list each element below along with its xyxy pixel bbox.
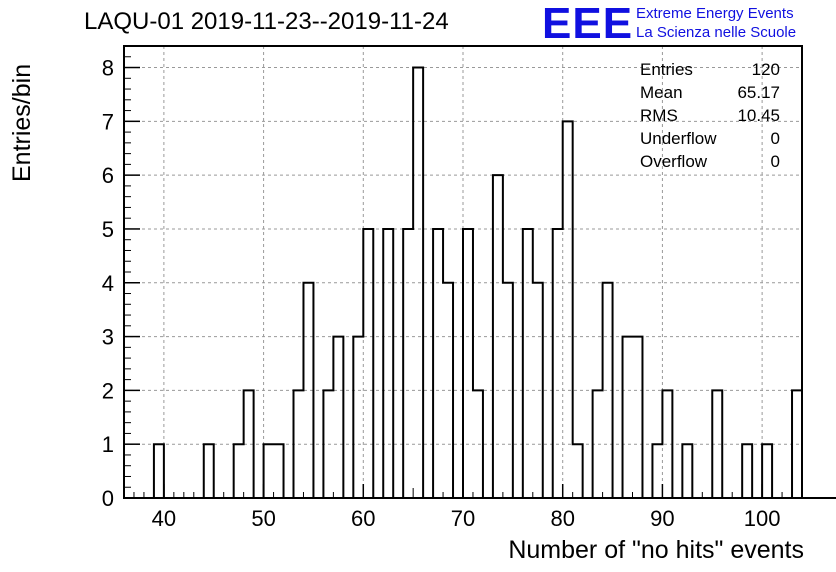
stats-box: Entries 120 Mean 65.17 RMS 10.45 Underfl… bbox=[640, 58, 780, 173]
histogram-bin bbox=[623, 337, 633, 498]
logo-text: Extreme Energy Events La Scienza nelle S… bbox=[636, 4, 796, 42]
histogram-bin bbox=[762, 444, 772, 498]
histogram-bin bbox=[234, 444, 244, 498]
y-tick-label: 8 bbox=[102, 56, 114, 81]
y-tick-label: 6 bbox=[102, 163, 114, 188]
y-tick-label: 7 bbox=[102, 109, 114, 134]
histogram-bin bbox=[274, 444, 284, 498]
histogram-bin bbox=[353, 337, 363, 498]
histogram-bin bbox=[563, 121, 573, 498]
y-axis-label: Entries/bin bbox=[8, 63, 36, 182]
stat-row-underflow: Underflow 0 bbox=[640, 127, 780, 150]
histogram-bin bbox=[742, 444, 752, 498]
histogram-bin bbox=[433, 229, 443, 498]
y-tick-label: 1 bbox=[102, 432, 114, 457]
eee-logo: EEE bbox=[542, 0, 634, 48]
histogram-bin bbox=[363, 229, 373, 498]
stat-label: Underflow bbox=[640, 129, 717, 148]
histogram-bin bbox=[204, 444, 214, 498]
y-tick-label: 0 bbox=[102, 486, 114, 511]
histogram-bin bbox=[154, 444, 164, 498]
stat-value: 10.45 bbox=[737, 106, 780, 125]
histogram-bin bbox=[633, 337, 643, 498]
stat-label: RMS bbox=[640, 106, 678, 125]
stat-row-rms: RMS 10.45 bbox=[640, 104, 780, 127]
histogram-bin bbox=[264, 444, 274, 498]
x-tick-label: 80 bbox=[550, 506, 574, 531]
histogram-bin bbox=[463, 229, 473, 498]
plot-frame bbox=[123, 45, 803, 499]
stat-label: Overflow bbox=[640, 152, 708, 171]
chart-title: LAQU-01 2019-11-23--2019-11-24 bbox=[84, 8, 449, 35]
y-tick-label: 3 bbox=[102, 325, 114, 350]
stat-row-overflow: Overflow 0 bbox=[640, 150, 780, 173]
histogram-bin bbox=[573, 444, 583, 498]
stat-value: 120 bbox=[751, 60, 780, 79]
stat-label: Entries bbox=[640, 60, 693, 79]
x-axis-label: Number of "no hits" events bbox=[508, 536, 804, 564]
x-tick-label: 100 bbox=[744, 506, 781, 531]
stat-value: 65.17 bbox=[737, 83, 780, 102]
y-tick-label: 2 bbox=[102, 378, 114, 403]
stat-value: 0 bbox=[770, 129, 780, 148]
x-tick-label: 70 bbox=[451, 506, 475, 531]
y-tick-label: 5 bbox=[102, 217, 114, 242]
histogram-bin bbox=[333, 337, 343, 498]
histogram-bin bbox=[383, 229, 393, 498]
x-tick-label: 90 bbox=[650, 506, 674, 531]
x-tick-label: 50 bbox=[251, 506, 275, 531]
logo-line-2: La Scienza nelle Scuole bbox=[636, 24, 797, 41]
histogram-bin bbox=[682, 444, 692, 498]
histogram-bin bbox=[523, 229, 533, 498]
logo-line-1: Extreme Energy Events bbox=[636, 5, 794, 22]
x-tick-label: 60 bbox=[351, 506, 375, 531]
x-tick-label: 40 bbox=[152, 506, 176, 531]
stat-row-entries: Entries 120 bbox=[640, 58, 780, 81]
stat-label: Mean bbox=[640, 83, 683, 102]
stat-value: 0 bbox=[770, 152, 780, 171]
y-tick-label: 4 bbox=[102, 271, 114, 296]
tick-labels: 40 50 60 70 80 90 100 0 1 2 3 4 5 6 7 8 bbox=[102, 56, 781, 531]
histogram-bin bbox=[403, 229, 413, 498]
stat-row-mean: Mean 65.17 bbox=[640, 81, 780, 104]
histogram-bin bbox=[652, 444, 662, 498]
histogram-bin bbox=[553, 229, 563, 498]
